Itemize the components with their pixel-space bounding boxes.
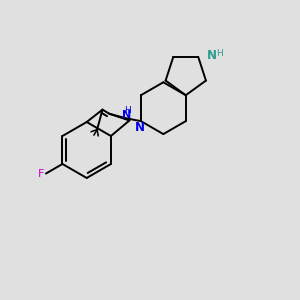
Text: H: H <box>124 106 131 115</box>
Text: N: N <box>135 121 145 134</box>
Text: H: H <box>217 49 223 58</box>
Text: F: F <box>38 169 44 178</box>
Text: N: N <box>206 49 217 62</box>
Text: N: N <box>122 110 132 120</box>
